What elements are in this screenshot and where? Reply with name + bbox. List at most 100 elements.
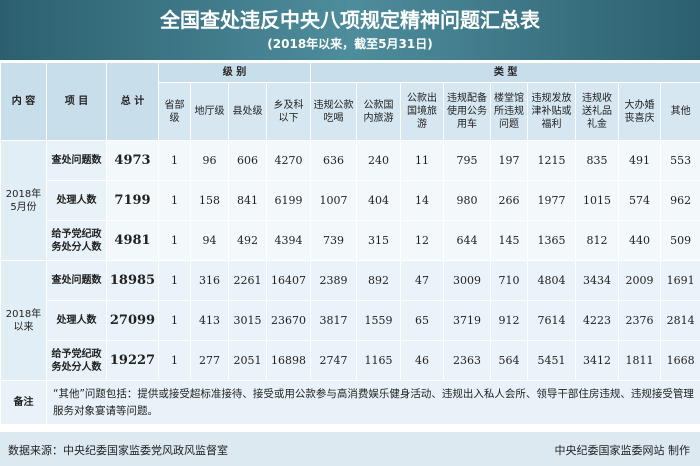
total-cell: 18985	[106, 260, 159, 301]
value-cell: 4270	[265, 140, 312, 181]
footer: 数据来源：中央纪委国家监委党风政风监督室 中央纪委国家监委网站 制作	[0, 432, 700, 466]
value-cell: 16898	[265, 340, 312, 381]
value-cell: 316	[190, 260, 229, 301]
value-cell: 404	[356, 180, 402, 221]
header-type: 类 型	[310, 62, 700, 83]
header-level: 级 别	[157, 62, 312, 83]
value-cell: 12	[400, 220, 445, 261]
value-cell: 158	[190, 180, 229, 221]
group-label: 2018年以来	[0, 260, 47, 381]
value-cell: 912	[490, 300, 529, 341]
value-cell: 3412	[575, 340, 620, 381]
table-row: 省部级 地厅级 县处级 乡及科以下 违规公款吃喝 公款国内旅游 公款出国境旅游 违规配备使用公…	[1, 82, 700, 141]
row-item: 处理人数	[46, 180, 107, 221]
value-cell: 1165	[356, 340, 402, 381]
row-item: 查处问题数	[46, 260, 107, 301]
value-cell: 47	[400, 260, 445, 301]
value-cell: 3817	[310, 300, 358, 341]
value-cell: 841	[228, 180, 267, 221]
value-cell: 1	[158, 340, 191, 381]
value-cell: 4394	[265, 220, 312, 261]
value-cell: 5451	[527, 340, 577, 381]
summary-table: 内 容项 目总 计级 别类 型省部级 地厅级 县处级 乡及科以下 违规公款吃喝 公款国内旅…	[0, 62, 700, 425]
value-cell: 14	[400, 180, 445, 221]
table-row: 处理人数 7199 1 158 841 6199 1007 404 14 980 266 1977 10…	[1, 180, 700, 221]
value-cell: 492	[228, 220, 267, 261]
value-cell: 491	[618, 140, 662, 181]
value-cell: 795	[443, 140, 492, 181]
value-cell: 1	[158, 300, 191, 341]
table-row: 2018年以来 查处问题数 18985 1 316 2261 16407 2389 892 47 3…	[0, 260, 700, 381]
table-row: 内 容项 目总 计级 别类 型	[0, 62, 700, 141]
total-cell: 27099	[106, 300, 159, 341]
header-type-item: 大办婚丧喜庆	[618, 82, 662, 141]
table-row: 2018年5月份 查处问题数 4973 1 96 606 4270 636 240 11 795 19…	[0, 140, 700, 261]
value-cell: 2814	[660, 300, 700, 341]
value-cell: 1559	[356, 300, 402, 341]
header-level-item: 乡及科以下	[265, 82, 312, 141]
header-type-item: 公款国内旅游	[356, 82, 402, 141]
total-cell: 7199	[106, 180, 159, 221]
value-cell: 2009	[618, 260, 662, 301]
total-cell: 19227	[106, 340, 159, 381]
value-cell: 574	[618, 180, 662, 221]
value-cell: 7614	[527, 300, 577, 341]
header-level-item: 地厅级	[190, 82, 229, 141]
source: 数据来源：中央纪委国家监委党风政风监督室	[8, 444, 228, 457]
value-cell: 509	[660, 220, 700, 261]
value-cell: 440	[618, 220, 662, 261]
value-cell: 2051	[228, 340, 267, 381]
value-cell: 1811	[618, 340, 662, 381]
value-cell: 3719	[443, 300, 492, 341]
value-cell: 1015	[575, 180, 620, 221]
value-cell: 739	[310, 220, 358, 261]
value-cell: 1691	[660, 260, 700, 301]
table-row: 给予党纪政务处分人数 4981 1 94 492 4394 739 315 12 644 145 13…	[1, 220, 700, 261]
header-type-item: 违规发放津补贴或福利	[527, 82, 577, 141]
value-cell: 145	[490, 220, 529, 261]
header-total: 总 计	[106, 62, 159, 141]
value-cell: 553	[660, 140, 700, 181]
value-cell: 1977	[527, 180, 577, 221]
table-row: 给予党纪政务处分人数 19227 1 277 2051 16898 2747 1165 46 23…	[1, 340, 700, 381]
header-type-item: 违规配备使用公务用车	[443, 82, 492, 141]
value-cell: 1365	[527, 220, 577, 261]
value-cell: 3009	[443, 260, 492, 301]
value-cell: 2376	[618, 300, 662, 341]
note-text: “其他”问题包括：提供或接受超标准接待、接受或用公款参与高消费娱乐健身活动、违规…	[45, 380, 700, 425]
value-cell: 1668	[660, 340, 700, 381]
value-cell: 962	[660, 180, 700, 221]
table-row: 处理人数 27099 1 413 3015 23670 3817 1559 65 3719 912 7…	[1, 300, 700, 341]
value-cell: 636	[310, 140, 358, 181]
title: 全国查处违反中央八项规定精神问题汇总表	[160, 8, 540, 32]
header-type-item: 其他	[660, 82, 700, 141]
value-cell: 644	[443, 220, 492, 261]
value-cell: 2747	[310, 340, 358, 381]
value-cell: 94	[190, 220, 229, 261]
value-cell: 65	[400, 300, 445, 341]
header-content: 内 容	[0, 62, 47, 141]
value-cell: 6199	[265, 180, 312, 221]
row-item: 给予党纪政务处分人数	[46, 340, 107, 381]
value-cell: 16407	[265, 260, 312, 301]
header-type-item: 违规公款吃喝	[310, 82, 358, 141]
header-type-item: 公款出国境旅游	[400, 82, 445, 141]
value-cell: 23670	[265, 300, 312, 341]
header-type-item: 楼堂馆所违规问题	[490, 82, 529, 141]
header-level-item: 省部级	[158, 82, 191, 141]
credit: 中央纪委国家监委网站 制作	[554, 444, 691, 457]
value-cell: 2261	[228, 260, 267, 301]
subtitle: (2018年以来，截至5月31日)	[267, 37, 433, 51]
value-cell: 892	[356, 260, 402, 301]
value-cell: 980	[443, 180, 492, 221]
value-cell: 413	[190, 300, 229, 341]
value-cell: 812	[575, 220, 620, 261]
value-cell: 710	[490, 260, 529, 301]
total-cell: 4981	[106, 220, 159, 261]
title-banner: 全国查处违反中央八项规定精神问题汇总表 (2018年以来，截至5月31日)	[0, 0, 700, 60]
value-cell: 197	[490, 140, 529, 181]
value-cell: 277	[190, 340, 229, 381]
row-item: 给予党纪政务处分人数	[46, 220, 107, 261]
header-type-item: 违规收送礼品礼金	[575, 82, 620, 141]
